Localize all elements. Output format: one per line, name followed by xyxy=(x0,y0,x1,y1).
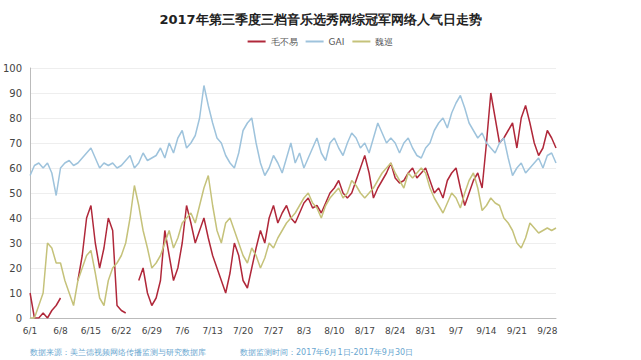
svg-text:60: 60 xyxy=(9,163,22,174)
svg-text:7/27: 7/27 xyxy=(263,326,283,336)
svg-text:6/1: 6/1 xyxy=(23,326,37,336)
svg-text:数据来源：美兰德视频网络传播监测与研究数据库: 数据来源：美兰德视频网络传播监测与研究数据库 xyxy=(30,348,206,357)
svg-text:9/21: 9/21 xyxy=(507,326,527,336)
svg-text:6/29: 6/29 xyxy=(142,326,162,336)
svg-text:0: 0 xyxy=(16,313,22,324)
svg-text:50: 50 xyxy=(9,188,22,199)
svg-text:8/31: 8/31 xyxy=(415,326,435,336)
svg-text:7/20: 7/20 xyxy=(233,326,253,336)
svg-text:9/7: 9/7 xyxy=(449,326,463,336)
svg-text:30: 30 xyxy=(9,238,22,249)
svg-text:6/22: 6/22 xyxy=(111,326,131,336)
svg-text:80: 80 xyxy=(9,113,22,124)
svg-text:GAI: GAI xyxy=(329,37,345,47)
svg-text:9/14: 9/14 xyxy=(476,326,496,336)
svg-text:20: 20 xyxy=(9,263,22,274)
svg-text:70: 70 xyxy=(9,138,22,149)
svg-text:6/8: 6/8 xyxy=(53,326,68,336)
svg-text:100: 100 xyxy=(3,63,22,74)
svg-text:9/28: 9/28 xyxy=(537,326,557,336)
svg-text:10: 10 xyxy=(9,288,22,299)
svg-text:8/24: 8/24 xyxy=(385,326,405,336)
svg-text:数据监测时间：2017年6月1日-2017年9月30日: 数据监测时间：2017年6月1日-2017年9月30日 xyxy=(240,348,413,357)
svg-text:魏巡: 魏巡 xyxy=(375,37,393,47)
svg-text:7/13: 7/13 xyxy=(203,326,223,336)
svg-text:2017年第三季度三档音乐选秀网综冠军网络人气日走势: 2017年第三季度三档音乐选秀网综冠军网络人气日走势 xyxy=(159,12,481,27)
svg-text:8/3: 8/3 xyxy=(297,326,311,336)
svg-text:毛不易: 毛不易 xyxy=(271,37,298,47)
svg-text:6/15: 6/15 xyxy=(81,326,101,336)
svg-text:8/17: 8/17 xyxy=(355,326,375,336)
svg-text:40: 40 xyxy=(9,213,22,224)
svg-text:7/6: 7/6 xyxy=(175,326,190,336)
svg-text:8/10: 8/10 xyxy=(324,326,344,336)
svg-text:90: 90 xyxy=(9,88,22,99)
